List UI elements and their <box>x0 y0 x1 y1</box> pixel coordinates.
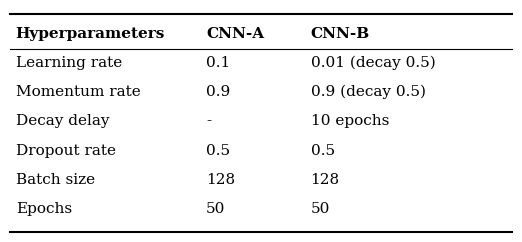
Text: 0.5: 0.5 <box>311 144 335 158</box>
Text: Momentum rate: Momentum rate <box>16 85 140 99</box>
Text: 128: 128 <box>311 173 340 187</box>
Text: 50: 50 <box>206 202 226 216</box>
Text: CNN-A: CNN-A <box>206 27 264 41</box>
Text: 0.9 (decay 0.5): 0.9 (decay 0.5) <box>311 85 425 99</box>
Text: 128: 128 <box>206 173 235 187</box>
Text: Decay delay: Decay delay <box>16 114 109 129</box>
Text: -: - <box>206 114 211 129</box>
Text: Epochs: Epochs <box>16 202 72 216</box>
Text: Learning rate: Learning rate <box>16 56 122 70</box>
Text: 0.01 (decay 0.5): 0.01 (decay 0.5) <box>311 56 435 70</box>
Text: 10 epochs: 10 epochs <box>311 114 389 129</box>
Text: 0.1: 0.1 <box>206 56 230 70</box>
Text: Hyperparameters: Hyperparameters <box>16 27 165 41</box>
Text: 0.9: 0.9 <box>206 85 230 99</box>
Text: Batch size: Batch size <box>16 173 95 187</box>
Text: 50: 50 <box>311 202 330 216</box>
Text: 0.5: 0.5 <box>206 144 230 158</box>
Text: CNN-B: CNN-B <box>311 27 370 41</box>
Text: Dropout rate: Dropout rate <box>16 144 116 158</box>
